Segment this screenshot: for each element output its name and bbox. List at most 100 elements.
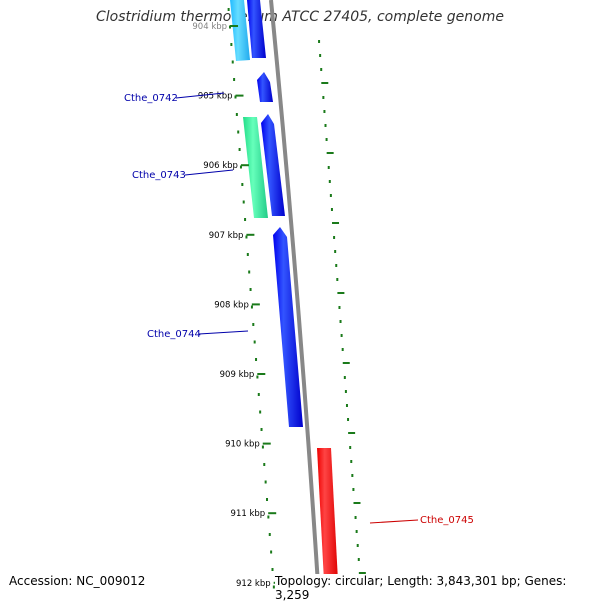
track-dot — [327, 166, 330, 169]
track-dot — [351, 474, 354, 477]
track-dot — [235, 113, 238, 116]
tick-label: 911 kbp — [231, 509, 266, 519]
track-dot — [334, 250, 337, 253]
cds-feature-top — [247, 0, 266, 58]
track-dot — [233, 78, 236, 81]
cds-feature-cthe0744 — [273, 227, 303, 427]
track-dot — [340, 334, 343, 337]
track-dot — [241, 183, 244, 186]
tick-mark — [257, 373, 266, 375]
track-dot — [228, 25, 231, 29]
track-dot — [338, 306, 341, 309]
track-dot — [352, 488, 355, 491]
tick-label: 908 kbp — [214, 300, 249, 310]
track-dot — [319, 54, 322, 57]
track-dot — [328, 180, 331, 183]
tick-mark — [230, 25, 239, 27]
track-dot — [267, 515, 270, 519]
cds-feature-cthe0745 — [317, 448, 339, 600]
track-dot — [234, 95, 237, 99]
track-dot — [244, 218, 247, 221]
track-dot — [263, 463, 266, 466]
tick-label: 907 kbp — [209, 231, 244, 241]
track-dot — [271, 568, 274, 571]
track-dot — [253, 340, 256, 344]
track-dot — [318, 40, 321, 43]
track-dot — [323, 110, 326, 113]
track-dot — [266, 498, 269, 501]
track-dot — [339, 320, 342, 323]
tick-label: 910 kbp — [225, 440, 260, 450]
track-dot — [350, 460, 353, 463]
leader-line-cthe0745 — [369, 519, 419, 524]
track-dot — [326, 152, 334, 154]
track-dot — [342, 362, 350, 364]
track-dot — [250, 305, 253, 309]
inner-dot-track — [227, 8, 275, 589]
track-dot — [357, 558, 360, 561]
track-dot — [343, 376, 346, 379]
track-dot — [341, 348, 344, 351]
tick-label: 905 kbp — [198, 92, 233, 102]
tick-mark — [268, 512, 277, 515]
tick-label: 904 kbp — [192, 22, 227, 32]
tick-mark — [246, 233, 255, 236]
track-dot — [272, 585, 275, 589]
track-dot — [245, 235, 248, 239]
track-dot — [325, 138, 328, 141]
track-dot — [349, 446, 352, 449]
track-dot — [260, 428, 263, 431]
tick-mark — [240, 164, 249, 167]
track-dot — [237, 130, 240, 134]
track-dot — [332, 222, 340, 224]
track-dot — [248, 270, 251, 274]
tick-mark — [235, 94, 244, 97]
topology-text: Topology: circular; Length: 3,843,301 bp… — [275, 574, 600, 602]
gene-label-cthe0745: Cthe_0745 — [420, 515, 474, 526]
track-dot — [353, 502, 361, 504]
rna-feature-cyan — [230, 0, 250, 61]
track-dot — [238, 148, 241, 151]
cds-feature-cthe0743 — [261, 114, 285, 216]
track-dot — [354, 516, 357, 519]
track-dot — [249, 288, 252, 291]
track-dot — [358, 572, 366, 574]
gene-label-cthe0743: Cthe_0743 — [132, 170, 186, 181]
track-dot — [356, 544, 359, 547]
track-dot — [255, 358, 258, 361]
track-dot — [268, 533, 271, 536]
track-dot — [231, 60, 234, 64]
tick-label: 912 kbp — [236, 579, 271, 589]
tick-mark — [251, 303, 260, 306]
track-dot — [330, 208, 333, 211]
track-dot — [324, 124, 327, 127]
track-dot — [348, 432, 356, 434]
rna-feature-green — [243, 117, 268, 218]
track-dot — [257, 393, 260, 396]
track-dot — [230, 43, 233, 46]
track-dot — [337, 292, 345, 294]
track-dot — [329, 194, 332, 197]
track-dot — [239, 165, 242, 169]
leader-line-cthe0743 — [184, 169, 234, 176]
accession-text: Accession: NC_009012 — [9, 574, 146, 588]
track-dot — [242, 200, 245, 204]
track-dot — [336, 278, 339, 281]
track-dot — [256, 375, 259, 379]
genome-backbone — [269, 0, 321, 600]
track-dot — [333, 236, 336, 239]
gene-label-cthe0742: Cthe_0742 — [124, 93, 178, 104]
track-dot — [320, 68, 323, 71]
tick-label: 906 kbp — [203, 161, 238, 171]
track-dot — [347, 418, 350, 421]
tick-mark — [262, 442, 271, 445]
track-dot — [344, 390, 347, 393]
leader-line-cthe0742 — [175, 92, 225, 99]
track-dot — [335, 264, 338, 267]
track-dot — [345, 404, 348, 407]
track-dot — [246, 253, 249, 256]
map-title: Clostridium thermocellum ATCC 27405, com… — [96, 9, 504, 25]
track-dot — [355, 530, 358, 533]
track-dot — [264, 480, 267, 484]
